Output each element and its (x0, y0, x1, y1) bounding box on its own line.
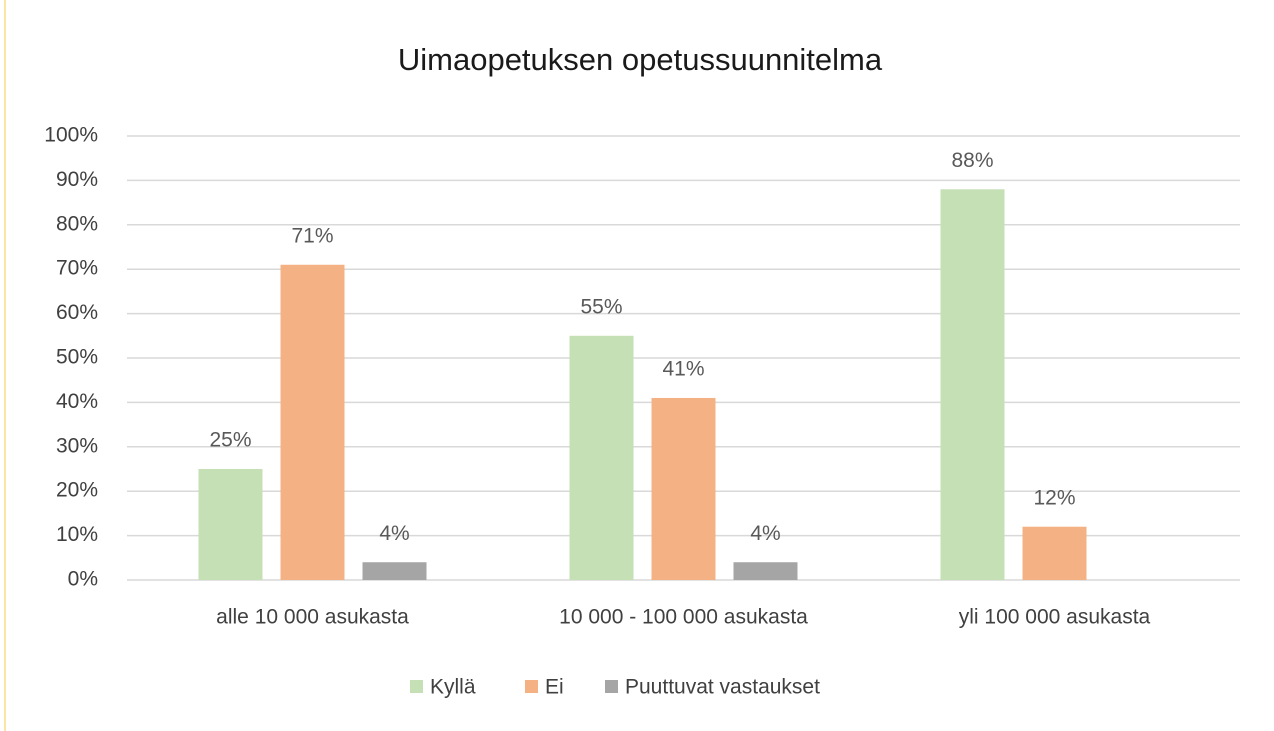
bar (198, 469, 263, 580)
x-tick-label: alle 10 000 asukasta (216, 606, 409, 629)
bar (280, 264, 345, 580)
y-tick-label: 90% (56, 168, 98, 191)
data-label: 41% (662, 358, 704, 381)
y-tick-label: 10% (56, 523, 98, 546)
y-tick-label: 30% (56, 434, 98, 457)
chart-title: Uimaopetuksen opetussuunnitelma (398, 42, 883, 77)
legend-swatch (605, 680, 618, 693)
data-label: 25% (209, 429, 251, 452)
y-tick-label: 0% (68, 568, 98, 591)
bar (651, 397, 716, 580)
y-tick-label: 20% (56, 479, 98, 502)
x-tick-label: yli 100 000 asukasta (959, 606, 1151, 629)
legend-label: Puuttuvat vastaukset (625, 676, 820, 699)
bar (569, 335, 634, 580)
x-tick-label: 10 000 - 100 000 asukasta (559, 606, 808, 629)
legend-swatch (410, 680, 423, 693)
y-tick-label: 70% (56, 257, 98, 280)
bar (733, 562, 798, 580)
bar (940, 189, 1005, 580)
data-label: 71% (291, 224, 333, 247)
data-label: 4% (750, 522, 780, 545)
bar (1022, 526, 1087, 580)
legend-label: Kyllä (430, 676, 476, 699)
y-tick-label: 60% (56, 301, 98, 324)
y-tick-label: 50% (56, 346, 98, 369)
legend-label: Ei (545, 676, 564, 699)
y-tick-label: 100% (44, 124, 98, 147)
bar (362, 562, 427, 580)
y-tick-label: 80% (56, 212, 98, 235)
data-label: 12% (1033, 486, 1075, 509)
chart-frame (4, 0, 1274, 731)
data-label: 88% (951, 149, 993, 172)
y-tick-label: 40% (56, 390, 98, 413)
data-label: 55% (580, 295, 622, 318)
legend-swatch (525, 680, 538, 693)
data-label: 4% (379, 522, 409, 545)
